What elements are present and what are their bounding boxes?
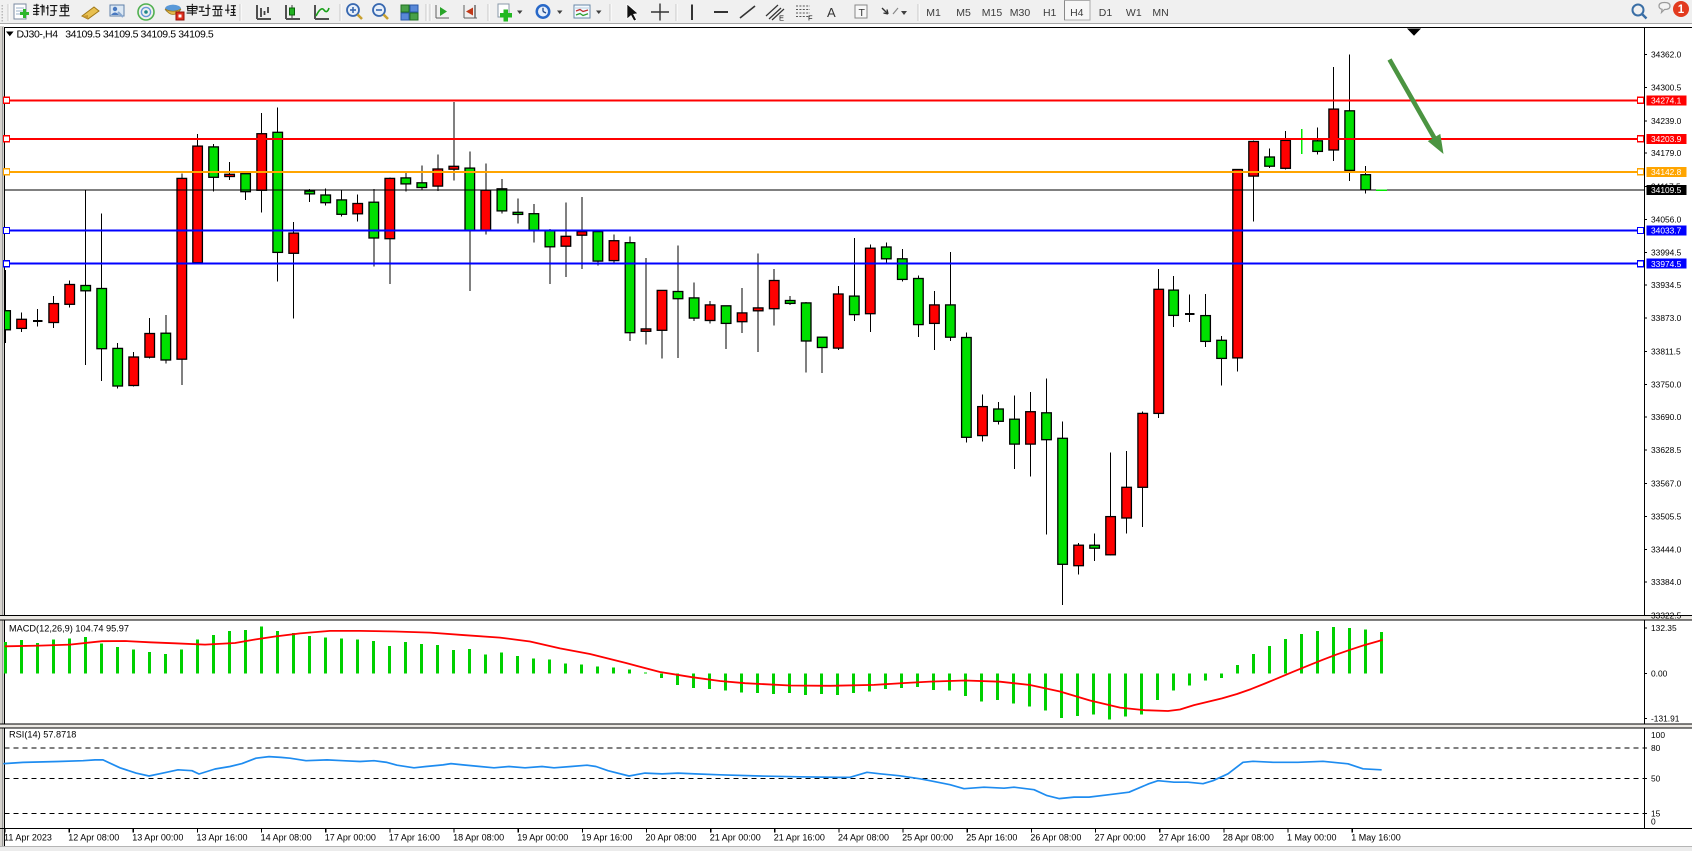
- svg-text:33567.0: 33567.0: [1651, 478, 1682, 488]
- svg-text:13 Apr 00:00: 13 Apr 00:00: [132, 833, 183, 843]
- svg-text:34274.1: 34274.1: [1651, 96, 1682, 106]
- svg-text:A: A: [827, 5, 836, 20]
- svg-text:33444.0: 33444.0: [1651, 545, 1682, 555]
- svg-text:33322.5: 33322.5: [1651, 610, 1682, 620]
- svg-text:19 Apr 16:00: 19 Apr 16:00: [581, 833, 632, 843]
- svg-text:33934.5: 33934.5: [1651, 280, 1682, 290]
- svg-text:50: 50: [1651, 774, 1661, 784]
- svg-text:12 Apr 08:00: 12 Apr 08:00: [68, 833, 119, 843]
- svg-text:13 Apr 16:00: 13 Apr 16:00: [197, 833, 248, 843]
- svg-text:17 Apr 16:00: 17 Apr 16:00: [389, 833, 440, 843]
- svg-text:33974.5: 33974.5: [1651, 259, 1682, 269]
- svg-text:34109.5: 34109.5: [1651, 185, 1682, 195]
- svg-text:34239.0: 34239.0: [1651, 116, 1682, 126]
- svg-text:34203.9: 34203.9: [1651, 134, 1682, 144]
- svg-text:15: 15: [1651, 809, 1661, 819]
- svg-text:M30: M30: [1010, 7, 1031, 19]
- svg-text:14 Apr 08:00: 14 Apr 08:00: [261, 833, 312, 843]
- svg-text:25 Apr 16:00: 25 Apr 16:00: [966, 833, 1017, 843]
- svg-text:1 May 16:00: 1 May 16:00: [1351, 833, 1401, 843]
- svg-text:MACD(12,26,9) 104.74 95.97: MACD(12,26,9) 104.74 95.97: [9, 624, 129, 634]
- svg-text:-131.91: -131.91: [1651, 714, 1680, 724]
- svg-text:28 Apr 08:00: 28 Apr 08:00: [1223, 833, 1274, 843]
- svg-text:MN: MN: [1152, 7, 1168, 19]
- svg-text:1: 1: [1678, 4, 1685, 16]
- svg-text:18 Apr 08:00: 18 Apr 08:00: [453, 833, 504, 843]
- svg-text:T: T: [859, 7, 866, 19]
- svg-text:27 Apr 16:00: 27 Apr 16:00: [1159, 833, 1210, 843]
- svg-text:33628.5: 33628.5: [1651, 445, 1682, 455]
- svg-text:M1: M1: [926, 7, 941, 19]
- svg-text:34300.5: 34300.5: [1651, 83, 1682, 93]
- svg-text:21 Apr 16:00: 21 Apr 16:00: [774, 833, 825, 843]
- svg-text:E: E: [779, 14, 784, 23]
- svg-text:34033.7: 34033.7: [1651, 226, 1682, 236]
- svg-text:0: 0: [1651, 816, 1656, 826]
- svg-text:D1: D1: [1099, 7, 1113, 19]
- svg-text:132.35: 132.35: [1651, 623, 1677, 633]
- svg-text:24 Apr 08:00: 24 Apr 08:00: [838, 833, 889, 843]
- svg-text:11 Apr 2023: 11 Apr 2023: [4, 833, 52, 843]
- svg-text:33384.0: 33384.0: [1651, 577, 1682, 587]
- svg-text:DJ30-,H4 34109.5 34109.5 341: DJ30-,H4 34109.5 34109.5 34109.5 34109.5: [17, 29, 214, 41]
- svg-text:33873.0: 33873.0: [1651, 313, 1682, 323]
- svg-text:34056.0: 34056.0: [1651, 215, 1682, 225]
- svg-text:17 Apr 00:00: 17 Apr 00:00: [325, 833, 376, 843]
- svg-text:80: 80: [1651, 743, 1661, 753]
- svg-text:F: F: [808, 14, 813, 23]
- svg-text:27 Apr 00:00: 27 Apr 00:00: [1095, 833, 1146, 843]
- svg-text:26 Apr 08:00: 26 Apr 08:00: [1030, 833, 1081, 843]
- svg-text:34179.0: 34179.0: [1651, 148, 1682, 158]
- svg-text:0.00: 0.00: [1651, 668, 1668, 678]
- svg-text:RSI(14) 57.8718: RSI(14) 57.8718: [9, 730, 76, 740]
- svg-text:34142.8: 34142.8: [1651, 167, 1682, 177]
- svg-text:M15: M15: [982, 7, 1003, 19]
- svg-text:19 Apr 00:00: 19 Apr 00:00: [517, 833, 568, 843]
- svg-text:M5: M5: [956, 7, 971, 19]
- svg-text:33505.5: 33505.5: [1651, 512, 1682, 522]
- svg-text:100: 100: [1651, 730, 1665, 740]
- svg-text:H4: H4: [1070, 7, 1084, 19]
- svg-text:25 Apr 00:00: 25 Apr 00:00: [902, 833, 953, 843]
- svg-text:H1: H1: [1043, 7, 1057, 19]
- svg-text:W1: W1: [1126, 7, 1142, 19]
- svg-text:33811.5: 33811.5: [1651, 346, 1681, 356]
- svg-text:33994.5: 33994.5: [1651, 248, 1682, 258]
- svg-text:33690.0: 33690.0: [1651, 412, 1682, 422]
- svg-text:21 Apr 00:00: 21 Apr 00:00: [710, 833, 761, 843]
- svg-text:20 Apr 08:00: 20 Apr 08:00: [646, 833, 697, 843]
- svg-text:34362.0: 34362.0: [1651, 49, 1682, 59]
- svg-text:33750.0: 33750.0: [1651, 380, 1682, 390]
- svg-text:1 May 00:00: 1 May 00:00: [1287, 833, 1337, 843]
